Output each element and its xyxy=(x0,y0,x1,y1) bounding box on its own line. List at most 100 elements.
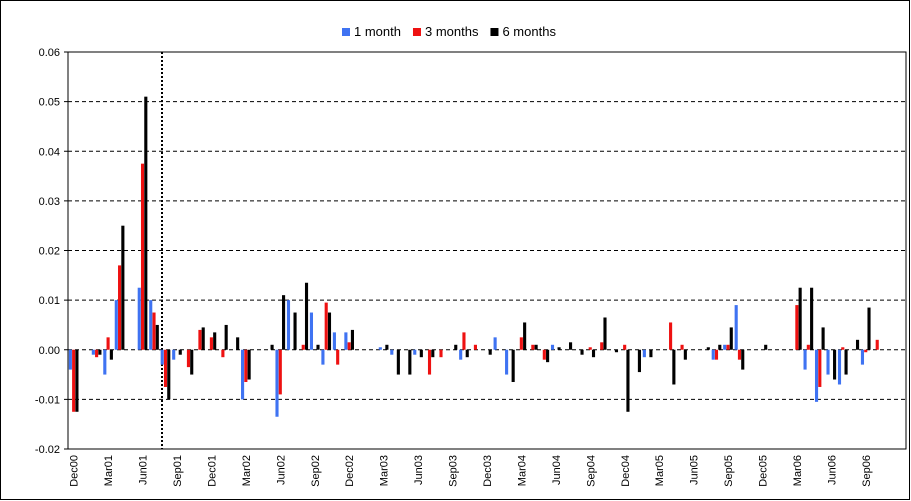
bar xyxy=(109,349,113,360)
bar xyxy=(144,96,148,350)
bar xyxy=(439,349,443,358)
bar xyxy=(118,265,122,350)
bar xyxy=(519,337,523,350)
bar xyxy=(711,349,715,360)
bar xyxy=(603,317,607,350)
x-tick-label: Sep03 xyxy=(448,455,460,487)
bar xyxy=(473,344,477,350)
bar xyxy=(68,349,72,370)
bar xyxy=(419,349,423,358)
bar xyxy=(286,300,291,350)
bar xyxy=(837,349,842,385)
bar xyxy=(714,349,719,360)
x-tick-label: Sep01 xyxy=(172,455,184,487)
bar xyxy=(454,344,458,350)
legend-label: 3 months xyxy=(425,24,479,39)
x-tick-label: Sep04 xyxy=(585,455,597,487)
bar xyxy=(241,349,245,400)
bar xyxy=(741,349,745,370)
bar xyxy=(488,349,492,355)
bar xyxy=(706,347,710,350)
bar xyxy=(98,349,102,355)
x-tick-label: Jun06 xyxy=(826,455,838,485)
bar xyxy=(493,337,497,350)
bar xyxy=(275,349,279,417)
y-tick-label: 0.01 xyxy=(39,295,60,307)
y-tick-label: -0.01 xyxy=(35,394,60,406)
bar xyxy=(550,344,555,350)
bar xyxy=(324,302,328,350)
bar xyxy=(336,349,340,365)
bar xyxy=(72,349,76,412)
bar xyxy=(178,349,182,355)
x-tick-label: Mar06 xyxy=(792,455,804,486)
bar xyxy=(140,163,145,350)
bar xyxy=(186,349,191,368)
bar xyxy=(213,332,217,350)
bar xyxy=(642,349,646,358)
bar xyxy=(798,287,802,350)
bar xyxy=(649,349,653,358)
bar xyxy=(672,349,676,385)
bar xyxy=(247,349,251,380)
bar xyxy=(221,349,225,358)
bar xyxy=(137,287,141,350)
y-tick-label: 0.03 xyxy=(39,196,60,208)
bar xyxy=(431,349,435,358)
bar xyxy=(591,349,596,358)
bar xyxy=(826,349,830,375)
x-tick-label: Sep05 xyxy=(723,455,735,487)
bar xyxy=(867,307,871,350)
bar xyxy=(350,329,355,350)
x-tick-label: Jun01 xyxy=(138,455,150,485)
bar xyxy=(172,349,176,360)
bar xyxy=(864,349,868,353)
bar xyxy=(95,349,99,358)
x-tick-label: Dec00 xyxy=(69,455,81,487)
x-tick-label: Jun05 xyxy=(689,455,701,485)
bar xyxy=(737,349,742,360)
bar xyxy=(149,300,153,350)
bar xyxy=(623,344,627,350)
bar xyxy=(390,349,394,355)
bar xyxy=(462,332,466,350)
x-tick-label: Jun02 xyxy=(275,455,287,485)
bar xyxy=(121,225,125,350)
bar xyxy=(427,349,432,375)
x-tick-label: Sep02 xyxy=(310,455,322,487)
bar xyxy=(626,349,630,412)
bar xyxy=(152,312,156,350)
bar xyxy=(795,305,799,350)
bar xyxy=(505,349,509,375)
x-tick-label: Dec04 xyxy=(620,455,632,487)
bar xyxy=(347,342,351,350)
bar xyxy=(568,342,573,350)
bar xyxy=(557,347,561,350)
bar xyxy=(844,349,848,375)
bar xyxy=(600,342,604,350)
bar xyxy=(114,300,118,350)
x-tick-label: Jun03 xyxy=(413,455,425,485)
legend-label: 6 months xyxy=(502,24,556,39)
bar xyxy=(163,349,168,387)
x-tick-label: Mar02 xyxy=(241,455,253,486)
x-tick-label: Sep06 xyxy=(861,455,873,487)
bar xyxy=(588,347,592,350)
bar xyxy=(875,339,879,350)
bar xyxy=(680,344,684,350)
bar xyxy=(270,344,274,350)
bar xyxy=(810,287,814,350)
bar xyxy=(806,344,810,350)
y-tick-label: 0.00 xyxy=(39,345,60,357)
x-tick-label: Mar04 xyxy=(516,455,528,486)
y-tick-label: 0.02 xyxy=(39,246,60,258)
bar xyxy=(282,295,286,350)
bar xyxy=(683,349,687,360)
bar xyxy=(224,324,228,350)
bar xyxy=(106,337,110,350)
bar xyxy=(814,349,819,402)
bar xyxy=(734,305,738,350)
legend-swatch xyxy=(412,28,421,36)
bar xyxy=(534,344,538,350)
